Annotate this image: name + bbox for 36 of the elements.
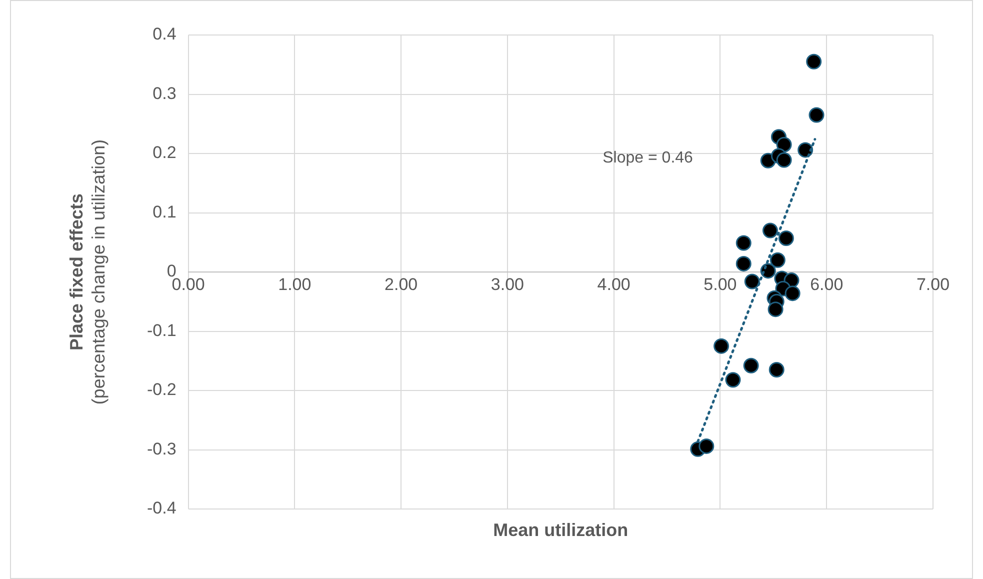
- y-tick-label: 0.1: [152, 202, 176, 222]
- y-tick-label: -0.4: [146, 498, 176, 518]
- x-axis-title: Mean utilization: [493, 520, 628, 540]
- x-tick-label: 6.00: [810, 274, 844, 294]
- x-tick-label: 7.00: [916, 274, 950, 294]
- point: [776, 152, 792, 168]
- annotation: Slope = 0.46: [602, 150, 694, 167]
- y-tick-label: -0.1: [146, 320, 176, 340]
- x-tick-label: 3.00: [490, 274, 524, 294]
- point: [778, 230, 794, 246]
- x-tick-label: 1.00: [278, 274, 312, 294]
- point: [762, 222, 778, 238]
- point: [768, 302, 784, 318]
- point: [736, 235, 752, 251]
- point: [736, 256, 752, 272]
- y-axis-title: Place fixed effects (percentage change in utilization): [66, 139, 108, 405]
- point: [698, 438, 714, 454]
- point: [784, 286, 800, 302]
- point: [714, 338, 730, 354]
- y-tick-label: 0.3: [152, 84, 176, 103]
- point: [770, 252, 786, 268]
- point: [725, 372, 741, 388]
- point: [768, 362, 784, 378]
- point: [806, 54, 822, 70]
- x-tick-label: 5.00: [704, 274, 737, 294]
- point: [798, 142, 814, 158]
- x-tick-label: 4.00: [597, 274, 630, 294]
- y-tick-label: -0.2: [146, 380, 176, 400]
- y-tick-label: -0.3: [146, 439, 176, 458]
- x-tick-label: 2.00: [384, 274, 418, 294]
- y-tick-label: 0.2: [152, 143, 176, 162]
- point: [808, 107, 824, 123]
- point: [744, 274, 760, 290]
- point: [743, 358, 759, 374]
- point: [776, 136, 792, 152]
- y-tick-label: 0.4: [152, 24, 176, 44]
